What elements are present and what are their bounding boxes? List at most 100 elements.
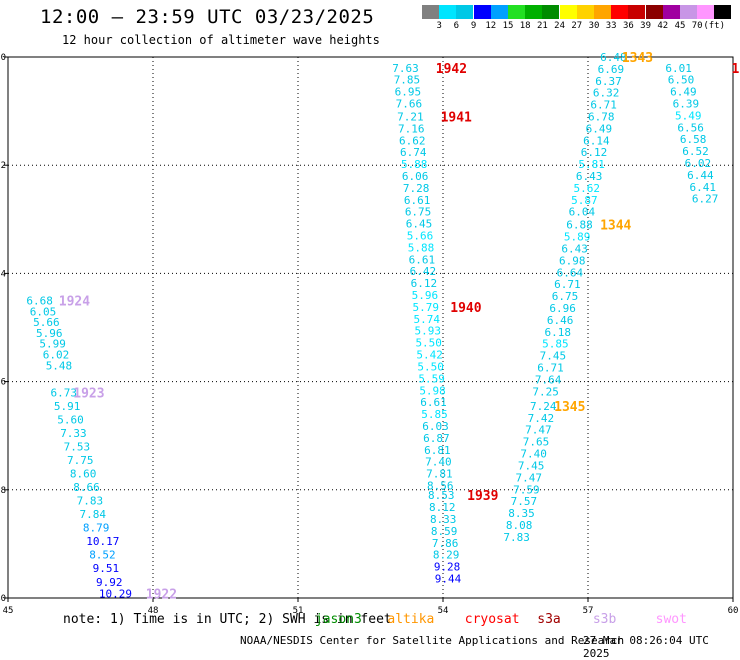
wave-height-value: 7.84: [80, 508, 107, 521]
wave-height-value: 7.25: [532, 385, 559, 398]
color-scale-swatch: [508, 5, 525, 19]
wave-height-value: 6.45: [406, 218, 433, 231]
wave-height-value: 8.12: [429, 501, 456, 514]
color-scale-swatch: [542, 5, 560, 19]
color-scale-tick: 42: [657, 21, 669, 31]
wave-height-value: 7.45: [540, 350, 567, 363]
wave-height-value: 6.02: [43, 349, 70, 362]
wave-height-value: 5.60: [57, 413, 84, 426]
wave-height-value: 8.66: [73, 481, 100, 494]
wave-height-value: 6.64: [557, 266, 584, 279]
lat-tick-label: -38: [0, 486, 6, 496]
wave-height-value: 8.08: [506, 519, 533, 532]
wave-height-value: 8.29: [433, 549, 460, 562]
credit-text: NOAA/NESDIS Center for Satellite Applica…: [240, 634, 625, 647]
color-scale-tick: 6: [453, 21, 460, 31]
color-scale-swatch: [662, 5, 680, 19]
generated-timestamp: 27 Mar 08:26:04 UTC 2025: [583, 634, 709, 660]
wave-height-value: 7.40: [520, 448, 547, 461]
pass-time-label: 1940: [450, 301, 481, 316]
wave-height-value: 5.62: [574, 182, 601, 195]
wave-height-value: 5.74: [414, 313, 441, 326]
wave-height-value: 5.87: [571, 194, 598, 207]
wave-height-value: 7.86: [432, 537, 459, 550]
wave-height-value: 6.39: [673, 98, 700, 111]
wave-height-value: 5.91: [54, 400, 81, 413]
wave-height-value: 6.71: [554, 278, 581, 291]
color-scale-swatch: [439, 5, 457, 19]
wave-height-value: 9.92: [96, 576, 123, 589]
wave-height-value: 5.50: [415, 337, 442, 350]
wave-height-value: 7.65: [523, 436, 550, 449]
wave-height-value: 7.47: [525, 424, 552, 437]
color-scale-tick: 70: [691, 21, 703, 31]
wave-height-value: 7.40: [425, 456, 452, 469]
lon-tick-label: 51: [293, 606, 304, 616]
wave-height-value: 6.61: [409, 253, 436, 266]
satellite-legend-item: s3b: [592, 612, 617, 627]
wave-height-value: 7.66: [396, 98, 423, 111]
wave-height-value: 6.58: [680, 133, 707, 146]
wave-height-value: 6.56: [677, 121, 704, 134]
satellite-legend-item: cryosat: [464, 612, 520, 627]
color-scale-tick: 21: [536, 21, 548, 31]
pass-time-label: 1942: [436, 62, 467, 77]
wave-height-value: 5.96: [36, 327, 63, 340]
wave-height-value: 6.50: [668, 74, 695, 87]
wave-height-value: 6.49: [670, 86, 697, 99]
wave-height-value: 5.59: [418, 372, 445, 385]
color-scale-swatch: [559, 5, 577, 19]
color-scale-tick: 30: [588, 21, 600, 31]
wave-height-value: 6.27: [692, 193, 719, 206]
lat-tick-label: -36: [0, 378, 6, 388]
color-scale-swatch: [576, 5, 594, 19]
wave-height-value: 5.85: [542, 338, 569, 351]
wave-height-value: 6.71: [590, 99, 617, 112]
wave-height-value: 5.66: [33, 316, 60, 329]
wave-height-value: 6.49: [586, 122, 613, 135]
wave-height-value: 9.28: [434, 561, 461, 574]
wave-height-value: 5.49: [675, 109, 702, 122]
wave-height-value: 6.46: [547, 314, 574, 327]
wave-height-value: 6.02: [685, 157, 712, 170]
wave-height-value: 5.96: [412, 289, 439, 302]
wave-height-value: 6.06: [402, 170, 429, 183]
lat-tick-label: -32: [0, 161, 6, 171]
wave-height-value: 6.81: [424, 444, 451, 457]
wave-height-value: 7.28: [403, 182, 430, 195]
map-title: 12:00 – 23:59 UTC 03/23/2025: [40, 6, 375, 28]
wave-height-value: 7.47: [516, 471, 543, 484]
color-scale-swatch: [422, 5, 439, 19]
lon-tick-label: 60: [728, 606, 739, 616]
wave-height-value: 5.48: [46, 359, 72, 372]
wave-height-value: 7.57: [511, 495, 537, 508]
wave-height-value: 9.44: [435, 573, 462, 586]
color-scale-tick: 24: [554, 21, 566, 31]
lon-tick-label: 48: [148, 606, 159, 616]
wave-height-value: 6.96: [549, 302, 576, 315]
satellite-legend-item: jason3: [314, 612, 362, 627]
color-scale-tick: 39: [640, 21, 652, 31]
wave-height-value: 8.52: [89, 549, 116, 562]
wave-height-value: 7.45: [518, 459, 545, 472]
wave-height-value: 6.12: [411, 277, 438, 290]
wave-height-value: 5.88: [408, 241, 435, 254]
wave-height-value: 6.12: [581, 146, 608, 159]
wave-height-value: 6.43: [576, 170, 603, 183]
color-scale-swatch: [456, 5, 474, 19]
wave-height-value: 6.62: [399, 134, 426, 147]
wave-height-value: 5.66: [407, 230, 434, 243]
wave-height-value: 8.53: [428, 489, 455, 502]
wave-height-value: 9.51: [93, 562, 120, 575]
wave-height-value: 6.75: [405, 206, 432, 219]
wave-height-value: 7.16: [398, 122, 425, 135]
color-scale-tick: 18: [519, 21, 531, 31]
lat-tick-label: -34: [0, 269, 6, 279]
color-scale-swatch: [697, 5, 715, 19]
wave-height-value: 6.42: [410, 265, 437, 278]
wave-height-value: 6.37: [595, 75, 622, 88]
wave-height-value: 6.95: [395, 86, 422, 99]
wave-height-value: 7.42: [528, 412, 555, 425]
color-scale-tick: 45: [674, 21, 686, 31]
wave-height-value: 6.74: [400, 146, 427, 159]
